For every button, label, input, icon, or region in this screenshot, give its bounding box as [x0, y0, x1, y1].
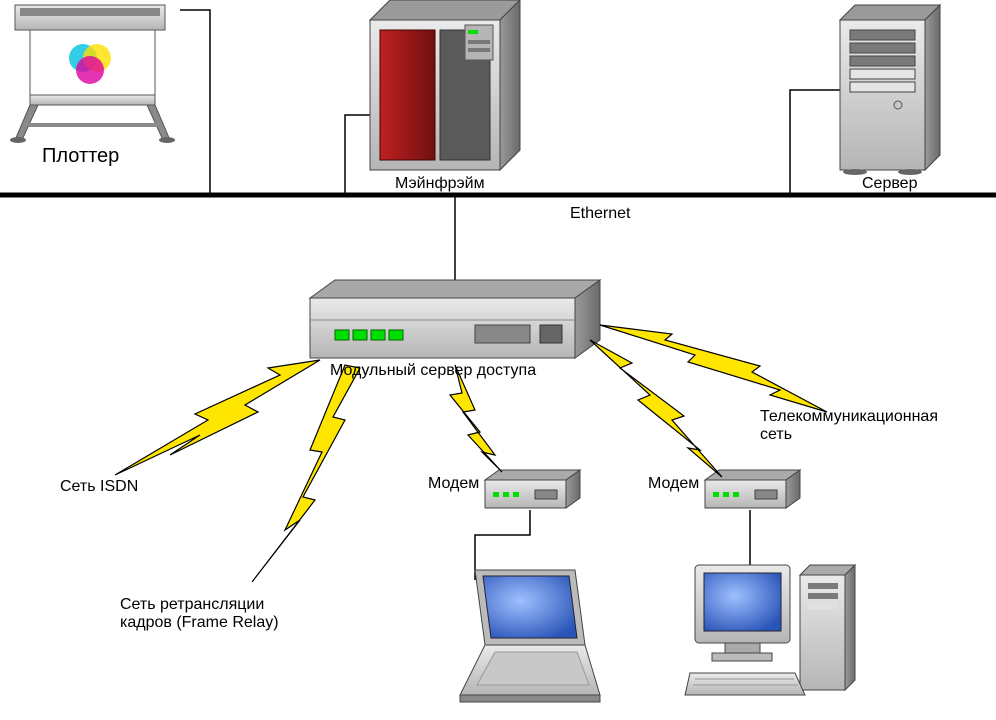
isdn-label: Сеть ISDN [60, 478, 138, 496]
modem2-device [705, 470, 800, 508]
modem1-device [485, 470, 580, 508]
ethernet-label: Ethernet [570, 205, 630, 223]
modem1-label: Модем [428, 475, 479, 493]
server-label: Сервер [862, 175, 917, 193]
access-server-device [310, 280, 600, 358]
connectors [180, 10, 840, 580]
laptop-device [460, 570, 600, 702]
frame-relay-label: Сеть ретрансляции кадров (Frame Relay) [120, 578, 279, 632]
pc-device [685, 565, 855, 695]
mainframe-device [370, 0, 520, 170]
plotter-label: Плоттер [42, 145, 119, 168]
plotter-device [10, 5, 175, 143]
server-device [840, 5, 940, 175]
telecom-label: Телекоммуникационная сеть [760, 408, 990, 444]
mainframe-label: Мэйнфрэйм [395, 175, 485, 193]
modem2-label: Модем [648, 475, 699, 493]
access-server-label: Модульный сервер доступа [330, 362, 536, 380]
